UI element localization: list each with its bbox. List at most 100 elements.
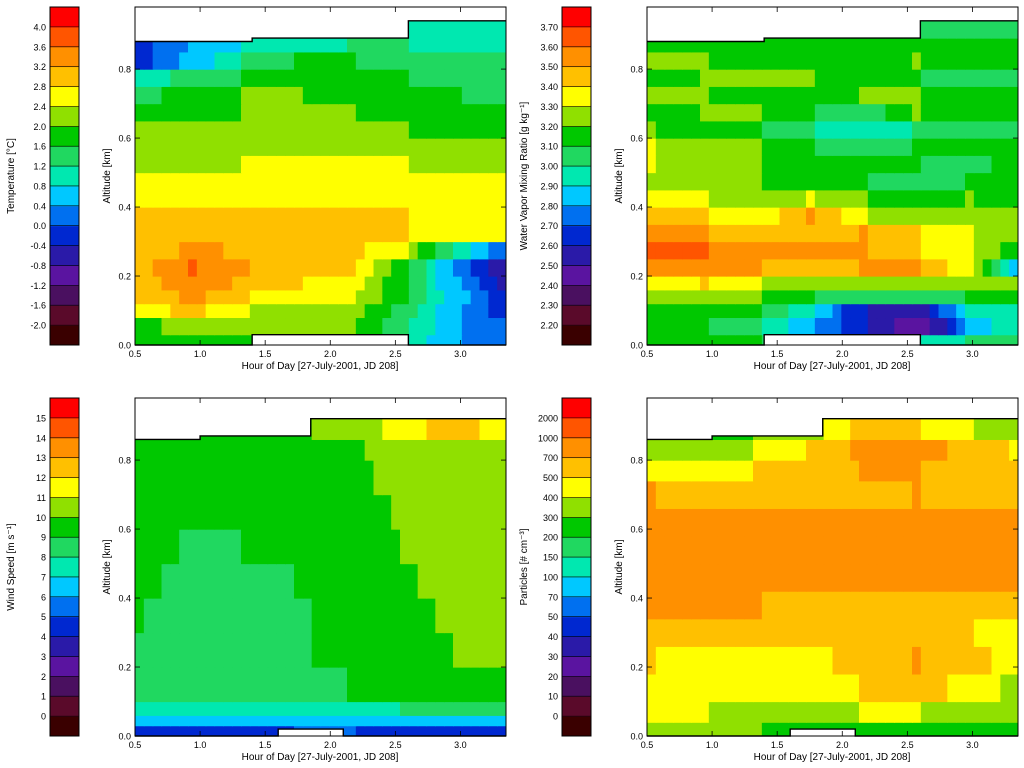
contour-cell — [814, 460, 825, 482]
contour-cell — [408, 317, 419, 336]
contour-cell — [417, 258, 428, 277]
contour-cell — [717, 646, 728, 675]
contour-cell — [947, 276, 957, 291]
contour-cell — [302, 303, 313, 319]
contour-cell — [170, 86, 180, 105]
contour-cell — [753, 563, 763, 592]
contour-cell — [214, 667, 224, 703]
contour-cell — [832, 508, 842, 537]
contour-cell — [770, 701, 781, 723]
x-tick-label: 2.5 — [901, 349, 914, 359]
contour-cell — [232, 701, 242, 716]
contour-cell — [655, 276, 666, 291]
contour-cell — [885, 103, 895, 122]
contour-cell — [965, 303, 975, 319]
contour-cell — [717, 563, 728, 592]
contour-cell — [1009, 224, 1018, 243]
contour-cell — [735, 591, 745, 620]
contour-cell — [497, 715, 506, 727]
contour-cell — [673, 207, 683, 225]
contour-cell — [408, 632, 419, 668]
contour-cell — [708, 155, 719, 174]
contour-cell — [338, 38, 348, 53]
contour-cell — [1009, 20, 1018, 39]
contour-cell — [488, 563, 498, 599]
contour-cell — [232, 224, 242, 243]
contour-cell — [302, 460, 313, 496]
contour-cell — [302, 494, 313, 530]
contour-cell — [311, 276, 322, 291]
contour-cell — [859, 591, 869, 620]
contour-cell — [894, 276, 904, 291]
contour-cell — [885, 673, 895, 703]
contour-cell — [391, 725, 401, 736]
contour-cell — [223, 494, 233, 530]
contour-cell — [770, 241, 781, 260]
contour-cell — [753, 480, 763, 509]
contour-cell — [850, 51, 860, 70]
contour-cell — [647, 618, 657, 647]
contour-cell — [1000, 155, 1010, 174]
contour-cell — [806, 535, 816, 565]
contour-cell — [311, 103, 322, 122]
contour-cell — [196, 69, 207, 87]
contour-cell — [673, 172, 683, 191]
contour-cell — [320, 494, 330, 530]
contour-cell — [1009, 155, 1018, 174]
contour-cell — [726, 508, 736, 537]
contour-cell — [867, 673, 878, 703]
contour-cell — [973, 535, 984, 565]
contour-cell — [770, 460, 781, 482]
contour-cell — [223, 86, 233, 105]
contour-cell — [779, 241, 789, 260]
contour-cell — [444, 439, 454, 461]
contour-cell — [232, 725, 242, 736]
contour-cell — [417, 632, 428, 668]
contour-cell — [655, 439, 666, 461]
contour-cell — [823, 138, 834, 156]
contour-cell — [912, 69, 922, 87]
contour-cell — [991, 155, 1001, 174]
contour-cell — [894, 418, 904, 440]
contour-cell — [912, 701, 922, 723]
x-tick-label: 1.5 — [771, 740, 784, 750]
contour-cell — [320, 418, 330, 440]
contour-cell — [770, 535, 781, 565]
contour-cell — [320, 172, 330, 191]
contour-cell — [196, 701, 207, 716]
contour-cell — [249, 155, 260, 174]
contour-cell — [867, 69, 878, 87]
contour-cell — [850, 618, 860, 647]
plot-wind-speed-yticks: 0.00.20.40.60.8 — [118, 456, 506, 742]
contour-cell — [417, 155, 428, 174]
contour-cell — [196, 120, 207, 139]
contour-cell — [867, 172, 878, 191]
contour-cell — [205, 494, 216, 530]
contour-cell — [982, 646, 993, 675]
contour-cell — [938, 86, 948, 105]
contour-cell — [488, 632, 498, 668]
contour-cell — [1000, 317, 1010, 336]
contour-cell — [161, 155, 171, 174]
contour-cell — [170, 69, 180, 87]
contour-cell — [682, 618, 692, 647]
contour-cell — [903, 172, 913, 191]
contour-cell — [435, 189, 445, 208]
contour-cell — [232, 51, 242, 70]
contour-cell — [691, 258, 701, 277]
contour-cell — [841, 51, 851, 70]
contour-cell — [920, 69, 931, 87]
contour-cell — [258, 289, 269, 305]
contour-cell — [903, 258, 913, 277]
contour-cell — [347, 258, 357, 277]
contour-cell — [965, 172, 975, 191]
contour-cell — [179, 701, 189, 716]
contour-cell — [735, 673, 745, 703]
contour-cell — [143, 224, 154, 243]
contour-cell — [788, 69, 798, 87]
colorbar-tick-label: 8 — [41, 553, 46, 563]
contour-cell — [444, 20, 454, 39]
contour-cell — [196, 494, 207, 530]
contour-cell — [444, 120, 454, 139]
contour-cell — [417, 189, 428, 208]
